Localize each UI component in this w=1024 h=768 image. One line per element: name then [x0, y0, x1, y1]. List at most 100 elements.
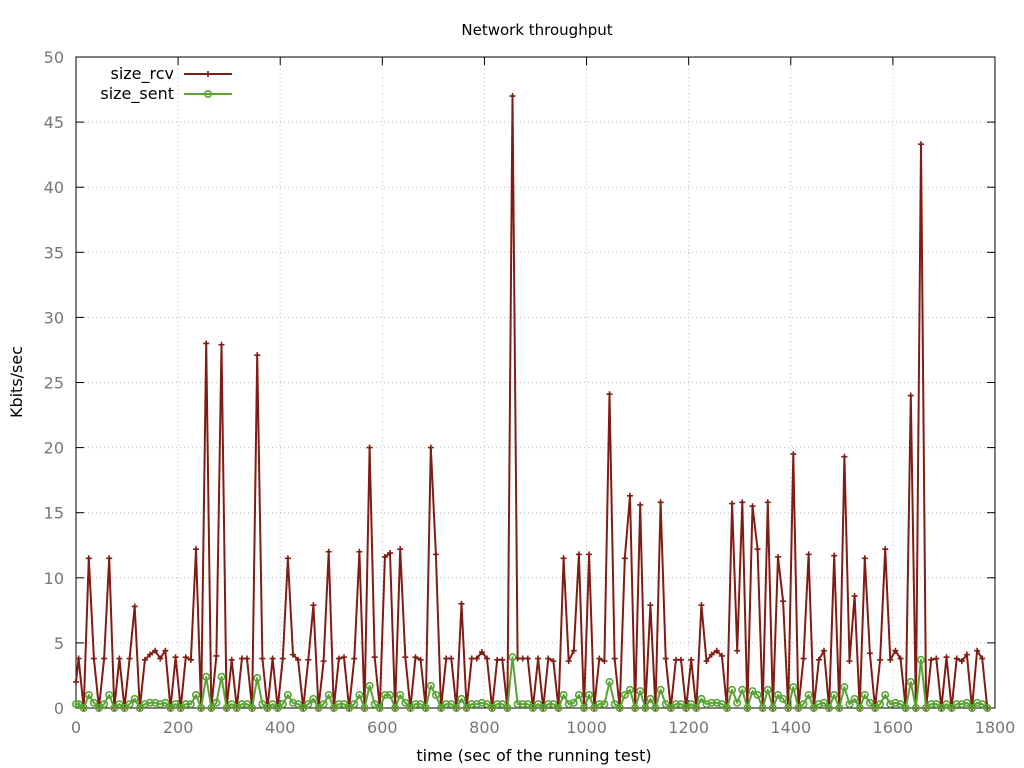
data-point-size_sent: [503, 703, 512, 712]
data-point-size_rcv: [483, 655, 490, 662]
data-point-size_sent: [110, 703, 119, 712]
data-point-size_sent: [661, 700, 670, 709]
data-point-size_rcv: [284, 555, 291, 562]
data-point-size_sent: [202, 672, 211, 681]
data-point-size_sent: [901, 703, 910, 712]
data-point-size_rcv: [754, 546, 761, 553]
data-point-size_rcv: [979, 655, 986, 662]
data-point-size_sent: [722, 703, 731, 712]
series-layer: [72, 93, 992, 712]
data-point-size_rcv: [815, 656, 822, 663]
data-point-size_rcv: [713, 647, 720, 654]
data-point-size_rcv: [101, 655, 108, 662]
data-point-size_sent: [753, 690, 762, 699]
data-point-size_sent: [534, 700, 543, 709]
data-point-size_rcv: [203, 340, 210, 347]
data-point-size_sent: [462, 703, 471, 712]
data-point-size_rcv: [325, 548, 332, 555]
data-point-size_sent: [518, 700, 527, 709]
data-point-size_sent: [396, 690, 405, 699]
data-point-size_rcv: [535, 655, 542, 662]
data-point-size_rcv: [126, 655, 133, 662]
data-point-size_sent: [421, 703, 430, 712]
data-point-size_sent: [268, 700, 277, 709]
data-point-size_sent: [666, 703, 675, 712]
x-tick-label: 200: [163, 718, 194, 737]
data-point-size_sent: [600, 700, 609, 709]
data-point-size_rcv: [402, 654, 409, 661]
data-point-size_rcv: [432, 551, 439, 558]
data-point-size_sent: [569, 698, 578, 707]
data-point-size_sent: [130, 694, 139, 703]
data-point-size_rcv: [790, 451, 797, 458]
data-point-size_rcv: [575, 551, 582, 558]
data-point-size_sent: [72, 700, 81, 709]
data-point-size_rcv: [478, 649, 485, 656]
data-point-size_sent: [738, 685, 747, 694]
data-point-size_rcv: [182, 654, 189, 661]
data-point-size_sent: [942, 700, 951, 709]
data-point-size_rcv: [259, 655, 266, 662]
data-point-size_sent: [809, 703, 818, 712]
data-point-size_rcv: [647, 602, 654, 609]
data-point-size_sent: [100, 700, 109, 709]
data-point-size_sent: [207, 703, 216, 712]
data-point-size_sent: [906, 677, 915, 686]
data-point-size_sent: [656, 685, 665, 694]
data-point-size_sent: [135, 703, 144, 712]
data-point-size_sent: [911, 703, 920, 712]
data-point-size_rcv: [887, 656, 894, 663]
data-point-size_rcv: [734, 647, 741, 654]
data-point-size_rcv: [560, 555, 567, 562]
data-point-size_rcv: [984, 705, 991, 711]
data-point-size_sent: [595, 700, 604, 709]
data-point-size_rcv: [657, 499, 664, 506]
data-point-size_rcv: [637, 501, 644, 508]
data-point-size_sent: [488, 703, 497, 712]
legend-marker-size_sent: [204, 90, 213, 99]
data-point-size_sent: [865, 698, 874, 707]
x-tick-label: 600: [367, 718, 398, 737]
data-point-size_sent: [151, 698, 160, 707]
data-point-size_sent: [615, 703, 624, 712]
data-point-size_rcv: [749, 503, 756, 510]
data-point-size_sent: [646, 694, 655, 703]
data-point-size_sent: [140, 700, 149, 709]
data-point-size_sent: [697, 694, 706, 703]
data-point-size_sent: [146, 698, 155, 707]
data-point-size_sent: [304, 700, 313, 709]
data-point-size_sent: [375, 703, 384, 712]
x-axis-label: time (sec of the running test): [416, 746, 651, 765]
data-point-size_rcv: [586, 551, 593, 558]
data-point-size_sent: [896, 700, 905, 709]
data-point-size_rcv: [596, 655, 603, 662]
data-point-size_rcv: [550, 658, 557, 665]
data-point-size_rcv: [427, 444, 434, 451]
y-tick-label: 40: [44, 178, 64, 197]
data-point-size_rcv: [820, 647, 827, 654]
data-point-size_rcv: [861, 555, 868, 562]
data-point-size_sent: [278, 700, 287, 709]
data-point-size_sent: [631, 703, 640, 712]
data-point-size_sent: [916, 655, 925, 664]
data-point-size_sent: [360, 703, 369, 712]
legend-label-size_rcv: size_rcv: [110, 64, 174, 84]
data-point-size_sent: [294, 700, 303, 709]
data-point-size_sent: [728, 685, 737, 694]
data-point-size_rcv: [882, 546, 889, 553]
data-point-size_sent: [355, 690, 364, 699]
data-point-size_sent: [784, 703, 793, 712]
data-point-size_rcv: [238, 655, 245, 662]
data-point-size_rcv: [729, 500, 736, 507]
data-point-size_rcv: [626, 492, 633, 499]
x-tick-label: 0: [71, 718, 81, 737]
data-point-size_rcv: [831, 552, 838, 559]
data-point-size_sent: [549, 700, 558, 709]
data-point-size_rcv: [412, 654, 419, 661]
data-point-size_sent: [350, 700, 359, 709]
data-point-size_rcv: [739, 499, 746, 506]
data-point-size_sent: [845, 700, 854, 709]
plot-frame: [75, 56, 996, 709]
data-point-size_sent: [687, 700, 696, 709]
